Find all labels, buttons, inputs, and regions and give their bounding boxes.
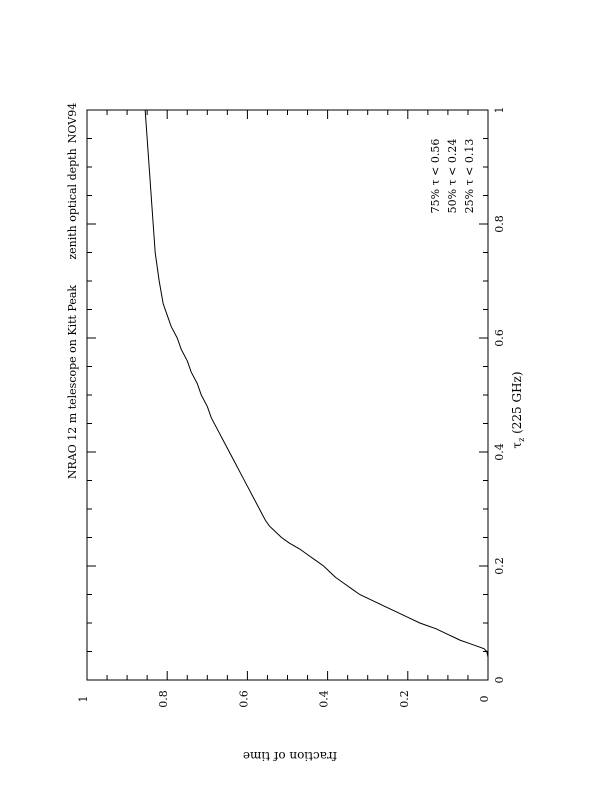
x-tick-label: 0.2 (493, 557, 506, 575)
percentile-annotation: 75% τ < 0.56 (429, 139, 442, 214)
y-tick-label: 0 (478, 696, 491, 703)
axis-ticks (86, 109, 489, 681)
series-layer (144, 109, 489, 680)
x-tick-label: 0.4 (493, 443, 506, 461)
y-tick-label: 0.4 (318, 690, 331, 708)
y-tick-label: 0.8 (157, 690, 170, 708)
y-tick-label: 0.2 (398, 690, 411, 708)
x-axis-label-rest: (225 GHz) (510, 371, 524, 437)
plot-frame (86, 109, 489, 681)
x-tick-label: 0 (493, 677, 506, 684)
percentile-annotations: 75% τ < 0.56 50% τ < 0.24 25% τ < 0.13 (429, 139, 476, 214)
x-axis-label-tau: τ (510, 442, 524, 449)
x-tick-label: 1 (493, 107, 506, 114)
x-axis-label-sub: z (517, 438, 526, 442)
axis-tick-labels: 0 0.2 0.4 0.6 0.8 1 0 0.2 0.4 0.6 0.8 1 (77, 107, 506, 708)
y-tick-label: 0.6 (237, 690, 250, 708)
title-telescope: NRAO 12 m telescope on Kitt Peak (66, 285, 79, 479)
series-line-0 (144, 109, 489, 680)
x-tick-label: 0.8 (493, 215, 506, 233)
percentile-annotation: 25% τ < 0.13 (463, 139, 476, 214)
title-zenith: zenith optical depth (66, 148, 79, 259)
y-axis-label: fraction of time (243, 749, 337, 763)
date-label: NOV94 (66, 103, 79, 143)
percentile-annotation: 50% τ < 0.24 (446, 139, 459, 214)
y-tick-label: 1 (77, 696, 90, 703)
x-axis-label: τz (225 GHz) (510, 371, 526, 448)
x-tick-label: 0.6 (493, 329, 506, 347)
